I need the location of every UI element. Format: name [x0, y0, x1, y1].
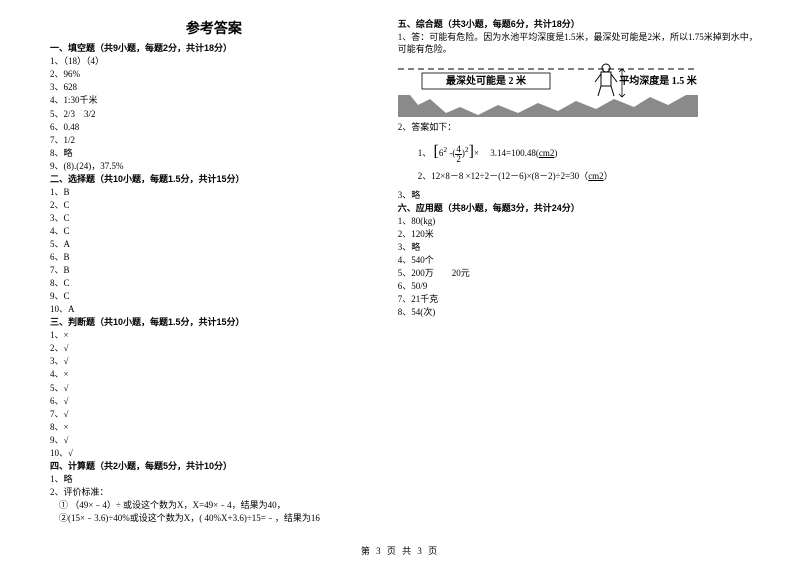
- s3-item: 5、√: [50, 382, 378, 395]
- s4-item: ②(15×﹣3.6)÷40%或设这个数为X，( 40%X+3.6)÷15=﹣，结…: [50, 512, 378, 525]
- s2-item: 7、B: [50, 264, 378, 277]
- s1-item: 5、2/3 3/2: [50, 108, 378, 121]
- s1-item: 3、628: [50, 81, 378, 94]
- section4-head: 四、计算题（共2小题，每题5分，共计10分）: [50, 460, 378, 473]
- s3-item: 10、√: [50, 447, 378, 460]
- s1-item: 8、略: [50, 147, 378, 160]
- s3-item: 2、√: [50, 342, 378, 355]
- s2-item: 6、B: [50, 251, 378, 264]
- s2-item: 8、C: [50, 277, 378, 290]
- s2-item: 9、C: [50, 290, 378, 303]
- section2-head: 二、选择题（共10小题，每题1.5分，共计15分）: [50, 173, 378, 186]
- s2-item: 3、C: [50, 212, 378, 225]
- s4-item: 1、略: [50, 473, 378, 486]
- page-root: 参考答案 一、填空题（共9小题，每题2分，共计18分） 1、（18）（4） 2、…: [0, 0, 800, 525]
- svg-text:平均深度是 1.5 米: 平均深度是 1.5 米: [619, 74, 697, 87]
- pool-svg: 最深处可能是 2 米 平均深度是 1.5 米: [398, 57, 698, 117]
- svg-text:最深处可能是 2 米: 最深处可能是 2 米: [446, 74, 527, 87]
- s4-item: 2、评价标准：: [50, 486, 378, 499]
- s6-item: 5、200万 20元: [398, 267, 760, 280]
- s3-item: 3、√: [50, 355, 378, 368]
- s2-item: 4、C: [50, 225, 378, 238]
- page-title: 参考答案: [50, 18, 378, 38]
- s1-item: 4、1:30千米: [50, 94, 378, 107]
- s6-item: 4、540个: [398, 254, 760, 267]
- page-footer: 第 3 页 共 3 页: [0, 544, 800, 557]
- s3-item: 9、√: [50, 434, 378, 447]
- s6-item: 1、80(kg): [398, 215, 760, 228]
- s2-item: 5、A: [50, 238, 378, 251]
- s6-item: 3、略: [398, 241, 760, 254]
- section3-head: 三、判断题（共10小题，每题1.5分，共计15分）: [50, 316, 378, 329]
- s6-item: 8、54(次): [398, 306, 760, 319]
- pool-diagram: 最深处可能是 2 米 平均深度是 1.5 米: [398, 57, 698, 117]
- s5-item3: 3、略: [398, 189, 760, 202]
- f1-prefix: 1、: [418, 148, 432, 158]
- s1-item: 2、96%: [50, 68, 378, 81]
- section1-head: 一、填空题（共9小题，每题2分，共计18分）: [50, 42, 378, 55]
- s6-item: 2、120米: [398, 228, 760, 241]
- s1-item: 9、(8).(24)，37.5%: [50, 160, 378, 173]
- right-column: 五、综合题（共3小题，每题6分，共计18分） 1、答：可能有危险。因为水池平均深…: [398, 18, 760, 525]
- s4-item: ① （49×﹣4）÷ 或设这个数为X，X=49×﹣4，结果为40，: [50, 499, 378, 512]
- s5-intro: 1、答：可能有危险。因为水池平均深度是1.5米，最深处可能是2米，所以1.75米…: [398, 31, 760, 55]
- section5-head: 五、综合题（共3小题，每题6分，共计18分）: [398, 18, 760, 31]
- left-column: 参考答案 一、填空题（共9小题，每题2分，共计18分） 1、（18）（4） 2、…: [50, 18, 378, 525]
- s2-item: 2、C: [50, 199, 378, 212]
- s1-item: 6、0.48: [50, 121, 378, 134]
- s5-formula1: 1、 [62 -(42)2]× 3.14=100.48(cm2): [418, 140, 760, 163]
- s3-item: 4、×: [50, 368, 378, 381]
- s5-ans2-lead: 2、答案如下：: [398, 121, 760, 134]
- s1-item: 1、（18）（4）: [50, 55, 378, 68]
- s3-item: 7、√: [50, 408, 378, 421]
- s3-item: 1、×: [50, 329, 378, 342]
- s5-formula2: 2、12×8－8 ×12÷2－(12－6)×(8－2)÷2=30（cm2）: [418, 170, 760, 183]
- section6-head: 六、应用题（共8小题，每题3分，共计24分）: [398, 202, 760, 215]
- s3-item: 6、√: [50, 395, 378, 408]
- s3-item: 8、×: [50, 421, 378, 434]
- s6-item: 6、50/9: [398, 280, 760, 293]
- s2-item: 1、B: [50, 186, 378, 199]
- s6-item: 7、21千克: [398, 293, 760, 306]
- s1-item: 7、1/2: [50, 134, 378, 147]
- s2-item: 10、A: [50, 303, 378, 316]
